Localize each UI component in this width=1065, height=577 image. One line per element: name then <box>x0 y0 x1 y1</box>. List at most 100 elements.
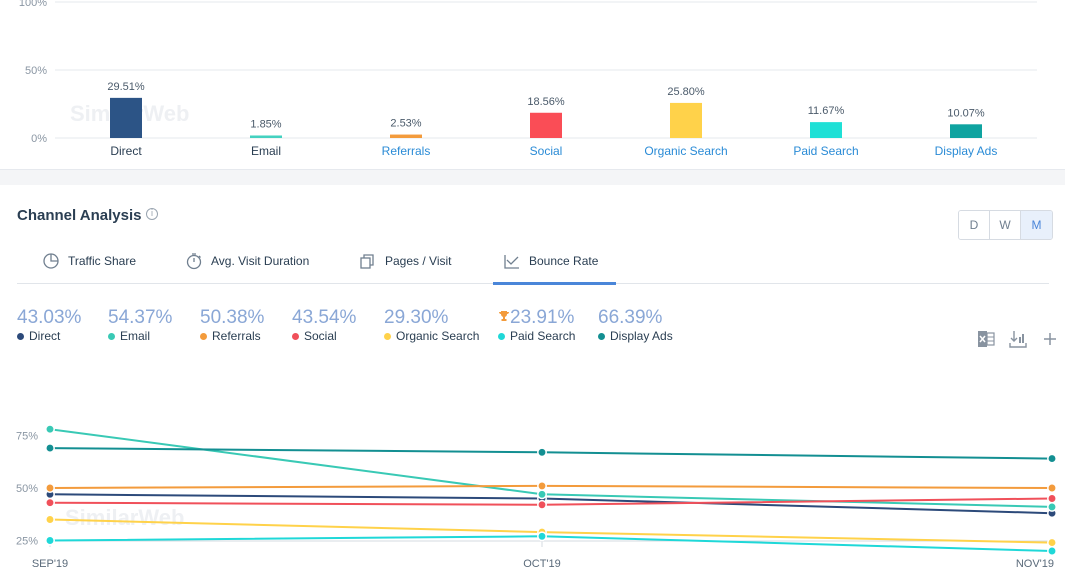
legend-dot <box>384 332 391 340</box>
data-point <box>1047 537 1057 548</box>
legend-label: Paid Search <box>498 329 575 343</box>
metric-paid-search[interactable]: 23.91% Paid Search <box>498 307 575 343</box>
series-line <box>49 535 1053 552</box>
tab-avg-visit-duration[interactable]: Avg. Visit Duration <box>185 239 309 283</box>
data-point <box>1047 453 1057 464</box>
series-line <box>49 484 1053 489</box>
metric-organic-search[interactable]: 29.30% Organic Search <box>384 307 479 343</box>
metric-direct[interactable]: 43.03% Direct <box>17 307 81 343</box>
y-tick-label: 25% <box>16 536 38 548</box>
channel-analysis-panel: Channel Analysis i D W M Traffic Share A… <box>0 185 1065 577</box>
metric-value-text: 50.38% <box>200 307 265 328</box>
metric-value: 50.38% <box>200 307 264 329</box>
bar-value-label: 11.67% <box>808 105 845 117</box>
metric-value: 23.91% <box>498 307 575 329</box>
category-label: Organic Search <box>644 144 727 158</box>
data-point <box>1047 546 1057 556</box>
tab-label: Avg. Visit Duration <box>211 254 310 268</box>
legend-dot <box>598 332 605 340</box>
data-point <box>1047 483 1057 493</box>
data-point <box>1047 501 1057 512</box>
channels-bar-chart: SimilarWeb0%50%100%29.51%Direct1.85%Emai… <box>19 0 1037 158</box>
bounce-rate-line-chart: SimilarWeb 25% 50% 75% SEP'19 OCT'19 NOV'19 <box>16 424 1057 570</box>
metric-social[interactable]: 43.54% Social <box>292 307 356 343</box>
tab-pages-visit[interactable]: Pages / Visit <box>359 239 451 283</box>
series-referrals <box>45 480 1057 493</box>
legend-label-text: Direct <box>29 329 61 343</box>
metric-value: 66.39% <box>598 307 673 329</box>
legend-dot <box>108 332 115 340</box>
pie-icon <box>43 253 59 269</box>
bounce-icon <box>504 255 519 269</box>
category-label: Social <box>530 144 563 158</box>
data-point <box>537 531 547 542</box>
category-label: Paid Search <box>793 144 858 158</box>
x-tick-label: OCT'19 <box>523 558 561 570</box>
metric-value-text: 43.54% <box>292 307 357 328</box>
y-tick-label: 100% <box>19 0 47 9</box>
y-tick-label: 0% <box>31 133 47 145</box>
metric-tabs: Traffic Share Avg. Visit Duration Pages … <box>17 239 1049 285</box>
watermark: SimilarWeb <box>65 505 184 530</box>
legend-label: Social <box>292 329 356 343</box>
plus-icon[interactable] <box>1039 328 1061 350</box>
legend-dot <box>498 332 505 340</box>
bar <box>530 112 562 138</box>
metric-display-ads[interactable]: 66.39% Display Ads <box>598 307 673 343</box>
legend-label: Organic Search <box>384 329 479 343</box>
info-icon[interactable]: i <box>146 208 158 220</box>
download-icon[interactable] <box>1007 328 1029 350</box>
metric-value-text: 66.39% <box>598 307 663 328</box>
x-tick-label: SEP'19 <box>32 558 68 570</box>
legend-label-text: Display Ads <box>610 329 673 343</box>
y-tick-label: 75% <box>16 431 38 443</box>
data-point <box>45 535 55 546</box>
excel-icon[interactable] <box>975 328 997 350</box>
granularity-daily-button[interactable]: D <box>959 211 990 239</box>
tab-bounce-rate[interactable]: Bounce Rate <box>492 239 617 285</box>
legend-label: Display Ads <box>598 329 673 343</box>
metric-value-text: 43.03% <box>17 307 82 328</box>
chart-tools <box>975 328 1061 350</box>
bar-value-label: 29.51% <box>107 81 145 93</box>
data-point <box>537 499 547 510</box>
category-label: Display Ads <box>935 144 998 158</box>
metric-value-text: 54.37% <box>108 307 173 328</box>
legend-label: Referrals <box>200 329 264 343</box>
data-point <box>537 480 547 491</box>
bar <box>250 135 282 138</box>
metric-value-text: 29.30% <box>384 307 449 328</box>
granularity-weekly-button[interactable]: W <box>990 211 1021 239</box>
series-organic-search <box>45 514 1057 548</box>
granularity-monthly-button[interactable]: M <box>1021 211 1052 239</box>
bar <box>110 97 142 138</box>
y-tick-label: 50% <box>16 483 38 495</box>
tab-label: Traffic Share <box>68 254 137 268</box>
legend-label-text: Paid Search <box>510 329 576 343</box>
series-display-ads <box>45 443 1057 464</box>
tab-traffic-share[interactable]: Traffic Share <box>42 239 136 283</box>
data-point <box>1047 493 1057 504</box>
data-point <box>45 497 55 508</box>
metric-email[interactable]: 54.37% Email <box>108 307 172 343</box>
metric-value: 43.03% <box>17 307 81 329</box>
channels-overview-panel: SimilarWeb0%50%100%29.51%Direct1.85%Emai… <box>0 0 1065 170</box>
legend-label: Direct <box>17 329 81 343</box>
metric-referrals[interactable]: 50.38% Referrals <box>200 307 264 343</box>
x-tick-label: NOV'19 <box>1016 558 1054 570</box>
bar-value-label: 10.07% <box>947 107 985 119</box>
stopwatch-icon <box>186 253 202 270</box>
legend-dot <box>292 332 299 340</box>
metric-value: 29.30% <box>384 307 479 329</box>
trophy-icon <box>499 311 509 321</box>
category-label: Direct <box>110 144 142 158</box>
legend-label-text: Referrals <box>212 329 261 343</box>
granularity-toggle: D W M <box>958 210 1053 240</box>
metric-value-text: 23.91% <box>510 307 575 328</box>
data-point <box>45 483 55 493</box>
bar-value-label: 2.53% <box>390 118 421 130</box>
legend-label-text: Organic Search <box>396 329 480 343</box>
metric-value: 54.37% <box>108 307 172 329</box>
category-label: Referrals <box>382 144 431 158</box>
legend-label-text: Email <box>120 329 151 343</box>
